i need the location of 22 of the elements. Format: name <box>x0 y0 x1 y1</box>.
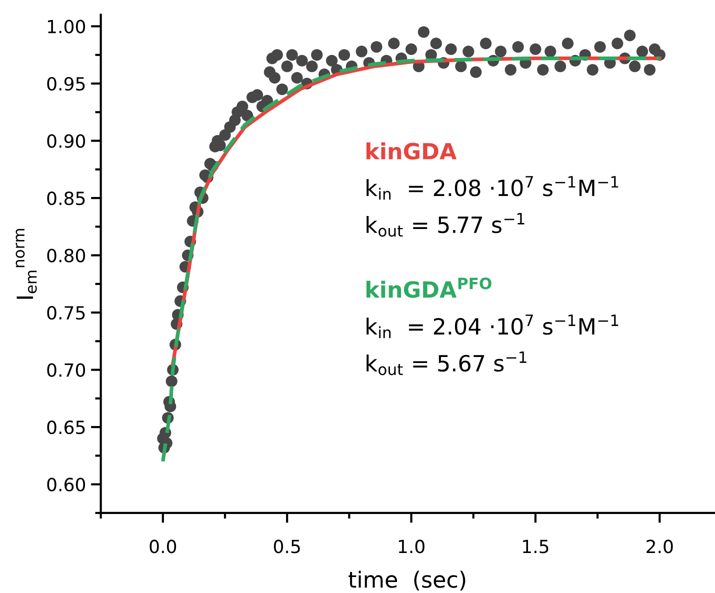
x-tick-label: 1.0 <box>398 540 424 554</box>
y-tick-label: 0.75 <box>47 306 85 320</box>
y-tick-label: 0.60 <box>47 478 86 492</box>
annotation: k$_{in}$ = 2.04 ·10$^{7}$ s$^{−1}$M$^{−1}$ <box>366 314 618 338</box>
y-tick-label: 0.70 <box>47 363 86 377</box>
y-tick-label: 1.00 <box>48 20 86 34</box>
x-axis-title: time (sec) <box>348 570 466 591</box>
annotation: k$_{out}$ = 5.67 s$^{−1}$ <box>366 351 526 376</box>
annotation: k$_{in}$ = 2.08 ·10$^{7}$ s$^{−1}$M$^{−1}$ <box>366 176 618 200</box>
x-tick-label: 0.0 <box>150 540 176 554</box>
y-tick-label: 0.90 <box>47 134 86 148</box>
text: kinGDA$^{PFO}$ <box>366 278 492 298</box>
x-tick-label: 2.0 <box>646 540 673 554</box>
y-tick-label: 0.95 <box>47 76 85 91</box>
x-tick-label: 0.5 <box>274 540 300 554</box>
y-tick-label: 0.80 <box>47 248 86 262</box>
x-tick-label: 1.5 <box>523 540 548 554</box>
text: kinGDA <box>366 142 457 160</box>
y-axis-title: I$_{em}$$^{norm}$ <box>16 228 37 299</box>
y-tick-label: 0.85 <box>47 192 85 206</box>
annotation: k$_{out}$ = 5.77 s$^{−1}$ <box>366 213 524 237</box>
y-tick-label: 0.65 <box>47 420 85 434</box>
